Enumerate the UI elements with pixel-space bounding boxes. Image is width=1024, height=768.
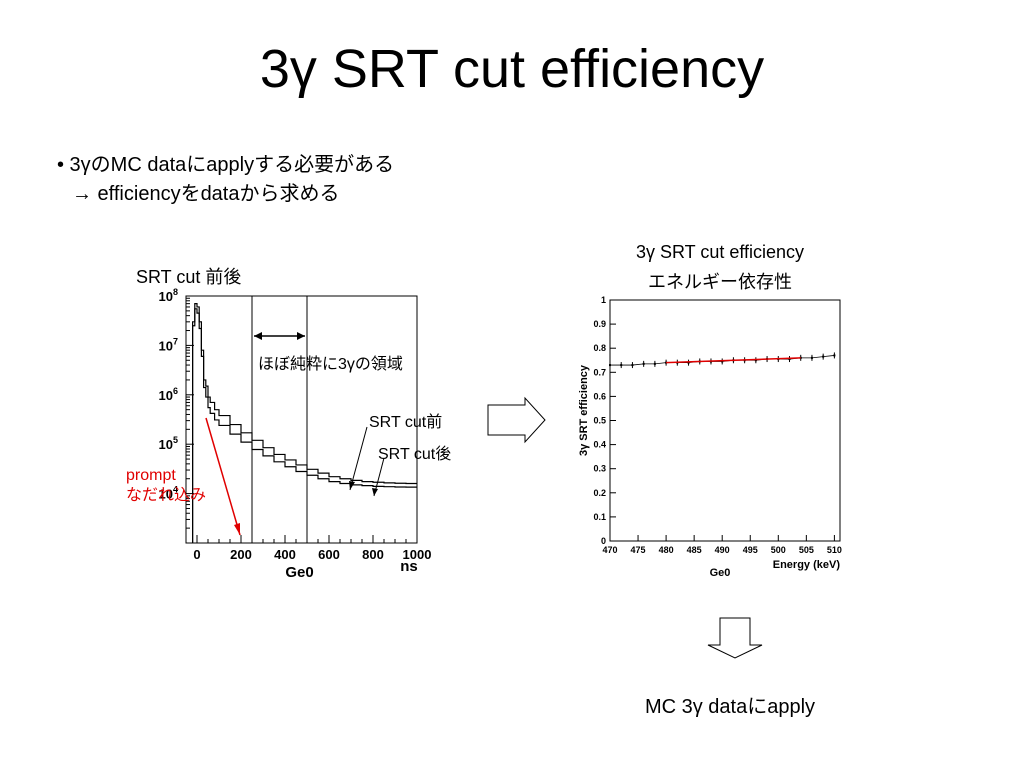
y-tick-label: 0.3 [593, 464, 606, 474]
y-tick-label: 0.8 [593, 343, 606, 353]
x-tick-label: 510 [827, 545, 842, 555]
y-tick-label: 0.6 [593, 391, 606, 401]
right-plot-subheading: エネルギー依存性 [648, 272, 792, 292]
prompt-label-line-2: なだれ込み [126, 487, 207, 504]
y-tick-label: 105 [159, 435, 178, 452]
right-plot-heading: 3γ SRT cut efficiency [635, 242, 805, 262]
x-tick-label: 505 [799, 545, 814, 555]
x-tick-label: 600 [318, 547, 340, 562]
ge0-timing-histogram: 0 200 400 600 800 1000 Ge0 ns 104 105 106 107 108 [159, 287, 432, 581]
arrow-head-left [254, 332, 262, 340]
y-axis-label: 3γ SRT efficiency [578, 364, 590, 456]
right-arrow-icon [487, 396, 546, 444]
y-tick-label: 0.9 [593, 319, 606, 329]
y-tick-label: 0.7 [593, 367, 606, 377]
arrow-head-right [297, 332, 305, 340]
fit-line [666, 357, 801, 364]
bullet-text-1: • 3γのMC dataにapplyする必要がある [57, 154, 395, 176]
x-tick-label: 1000 [403, 547, 432, 562]
x-tick-label: 0 [193, 547, 200, 562]
y-tick-label: 0.5 [593, 416, 606, 426]
slide-title: 3γ SRT cut efficiency [259, 39, 765, 99]
y-tick-label: 108 [159, 287, 178, 304]
prompt-pointer-head [234, 523, 240, 535]
y-tick-label: 106 [159, 386, 178, 403]
x-tick-label: 200 [230, 547, 252, 562]
y-tick-label: 0.1 [593, 512, 606, 522]
after-cut-pointer-head [372, 488, 378, 496]
y-tick-label: 107 [159, 336, 178, 353]
x-axis-label-2: Ge0 [710, 567, 731, 579]
y-tick-label: 0 [601, 536, 606, 546]
x-tick-label: 485 [687, 545, 702, 555]
efficiency-vs-energy-plot: 0 0.1 0.2 0.3 0.4 0.5 0.6 0.7 0.8 0.9 1 470 475 480 48… [578, 295, 842, 579]
pure-3gamma-region-label: ほぼ純粋に3γの領域 [258, 356, 403, 373]
before-cut-pointer-head [349, 481, 355, 490]
x-tick-label: 480 [659, 545, 674, 555]
x-tick-label: 400 [274, 547, 296, 562]
y-tick-label: 0.4 [593, 440, 606, 450]
plot-frame [185, 295, 418, 544]
y-tick-label: 1 [601, 295, 606, 305]
x-tick-label: 800 [362, 547, 384, 562]
annotation-arrows [487, 396, 763, 659]
y-tick-label: 0.2 [593, 488, 606, 498]
bullet-text-2: → efficiencyをdataから求める [72, 183, 340, 205]
before-cut-label: SRT cut前 [369, 414, 443, 431]
y-tick-label: 104 [159, 485, 178, 502]
x-tick-label: 500 [771, 545, 786, 555]
x-tick-label: 490 [715, 545, 730, 555]
x-tick-label: 470 [602, 545, 617, 555]
plot-frame [609, 299, 841, 542]
prompt-label: prompt なだれ込み [126, 466, 206, 506]
left-plot-heading: SRT cut 前後 [136, 267, 242, 287]
down-arrow-icon [707, 617, 763, 659]
histogram-after-cut [192, 308, 417, 543]
x-axis-label: Energy (keV) [773, 559, 841, 571]
x-axis-label: Ge0 [285, 564, 313, 581]
histogram-before-cut [192, 303, 417, 543]
after-cut-label: SRT cut後 [378, 446, 452, 463]
prompt-pointer [205, 417, 241, 536]
x-tick-label: 475 [631, 545, 646, 555]
bottom-caption: MC 3γ dataにapply [644, 696, 816, 718]
before-cut-pointer [349, 426, 368, 491]
x-tick-label: 495 [743, 545, 758, 555]
prompt-label-line-1: prompt [126, 467, 176, 484]
x-unit-label: ns [400, 558, 418, 575]
